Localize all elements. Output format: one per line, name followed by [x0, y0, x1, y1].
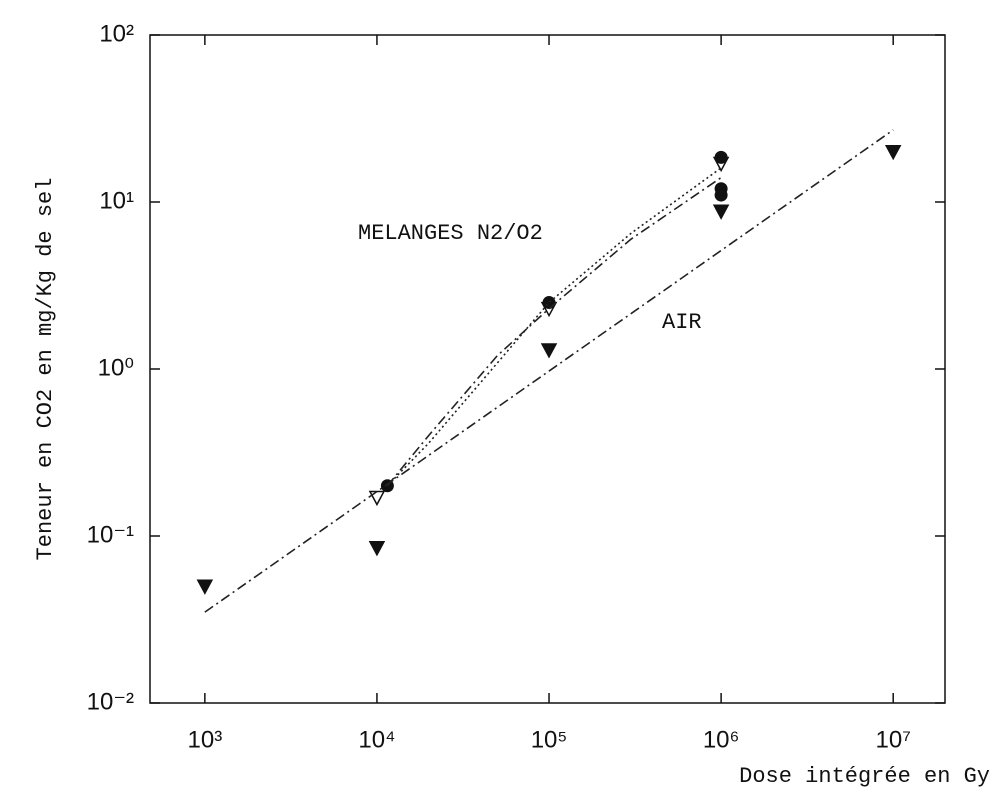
- x-tick-label: 10⁵: [531, 726, 568, 753]
- annotation: AIR: [662, 310, 702, 335]
- point: [712, 204, 730, 220]
- y-tick-label: 10⁰: [98, 354, 134, 381]
- x-tick-label: 10³: [188, 726, 223, 753]
- y-axis-label: Teneur en CO2 en mg/Kg de sel: [33, 178, 58, 561]
- curve: [204, 129, 894, 613]
- y-tick-label: 10⁻¹: [87, 521, 134, 548]
- x-tick-label: 10⁴: [358, 726, 395, 753]
- x-tick-label: 10⁶: [703, 726, 740, 753]
- point: [540, 301, 558, 318]
- x-tick-label: 10⁷: [876, 726, 911, 753]
- point: [540, 343, 558, 359]
- y-tick-label: 10¹: [99, 187, 134, 214]
- point: [368, 541, 386, 557]
- point: [712, 156, 730, 173]
- point: [368, 490, 386, 507]
- y-tick-label: 10²: [99, 20, 134, 47]
- x-axis-label: Dose intégrée en Gy: [739, 764, 990, 789]
- plot-frame: [149, 34, 946, 704]
- y-tick-label: 10⁻²: [87, 688, 134, 715]
- annotation: MELANGES N2/O2: [358, 221, 543, 246]
- point: [196, 579, 214, 595]
- point: [714, 188, 728, 202]
- point: [884, 144, 902, 161]
